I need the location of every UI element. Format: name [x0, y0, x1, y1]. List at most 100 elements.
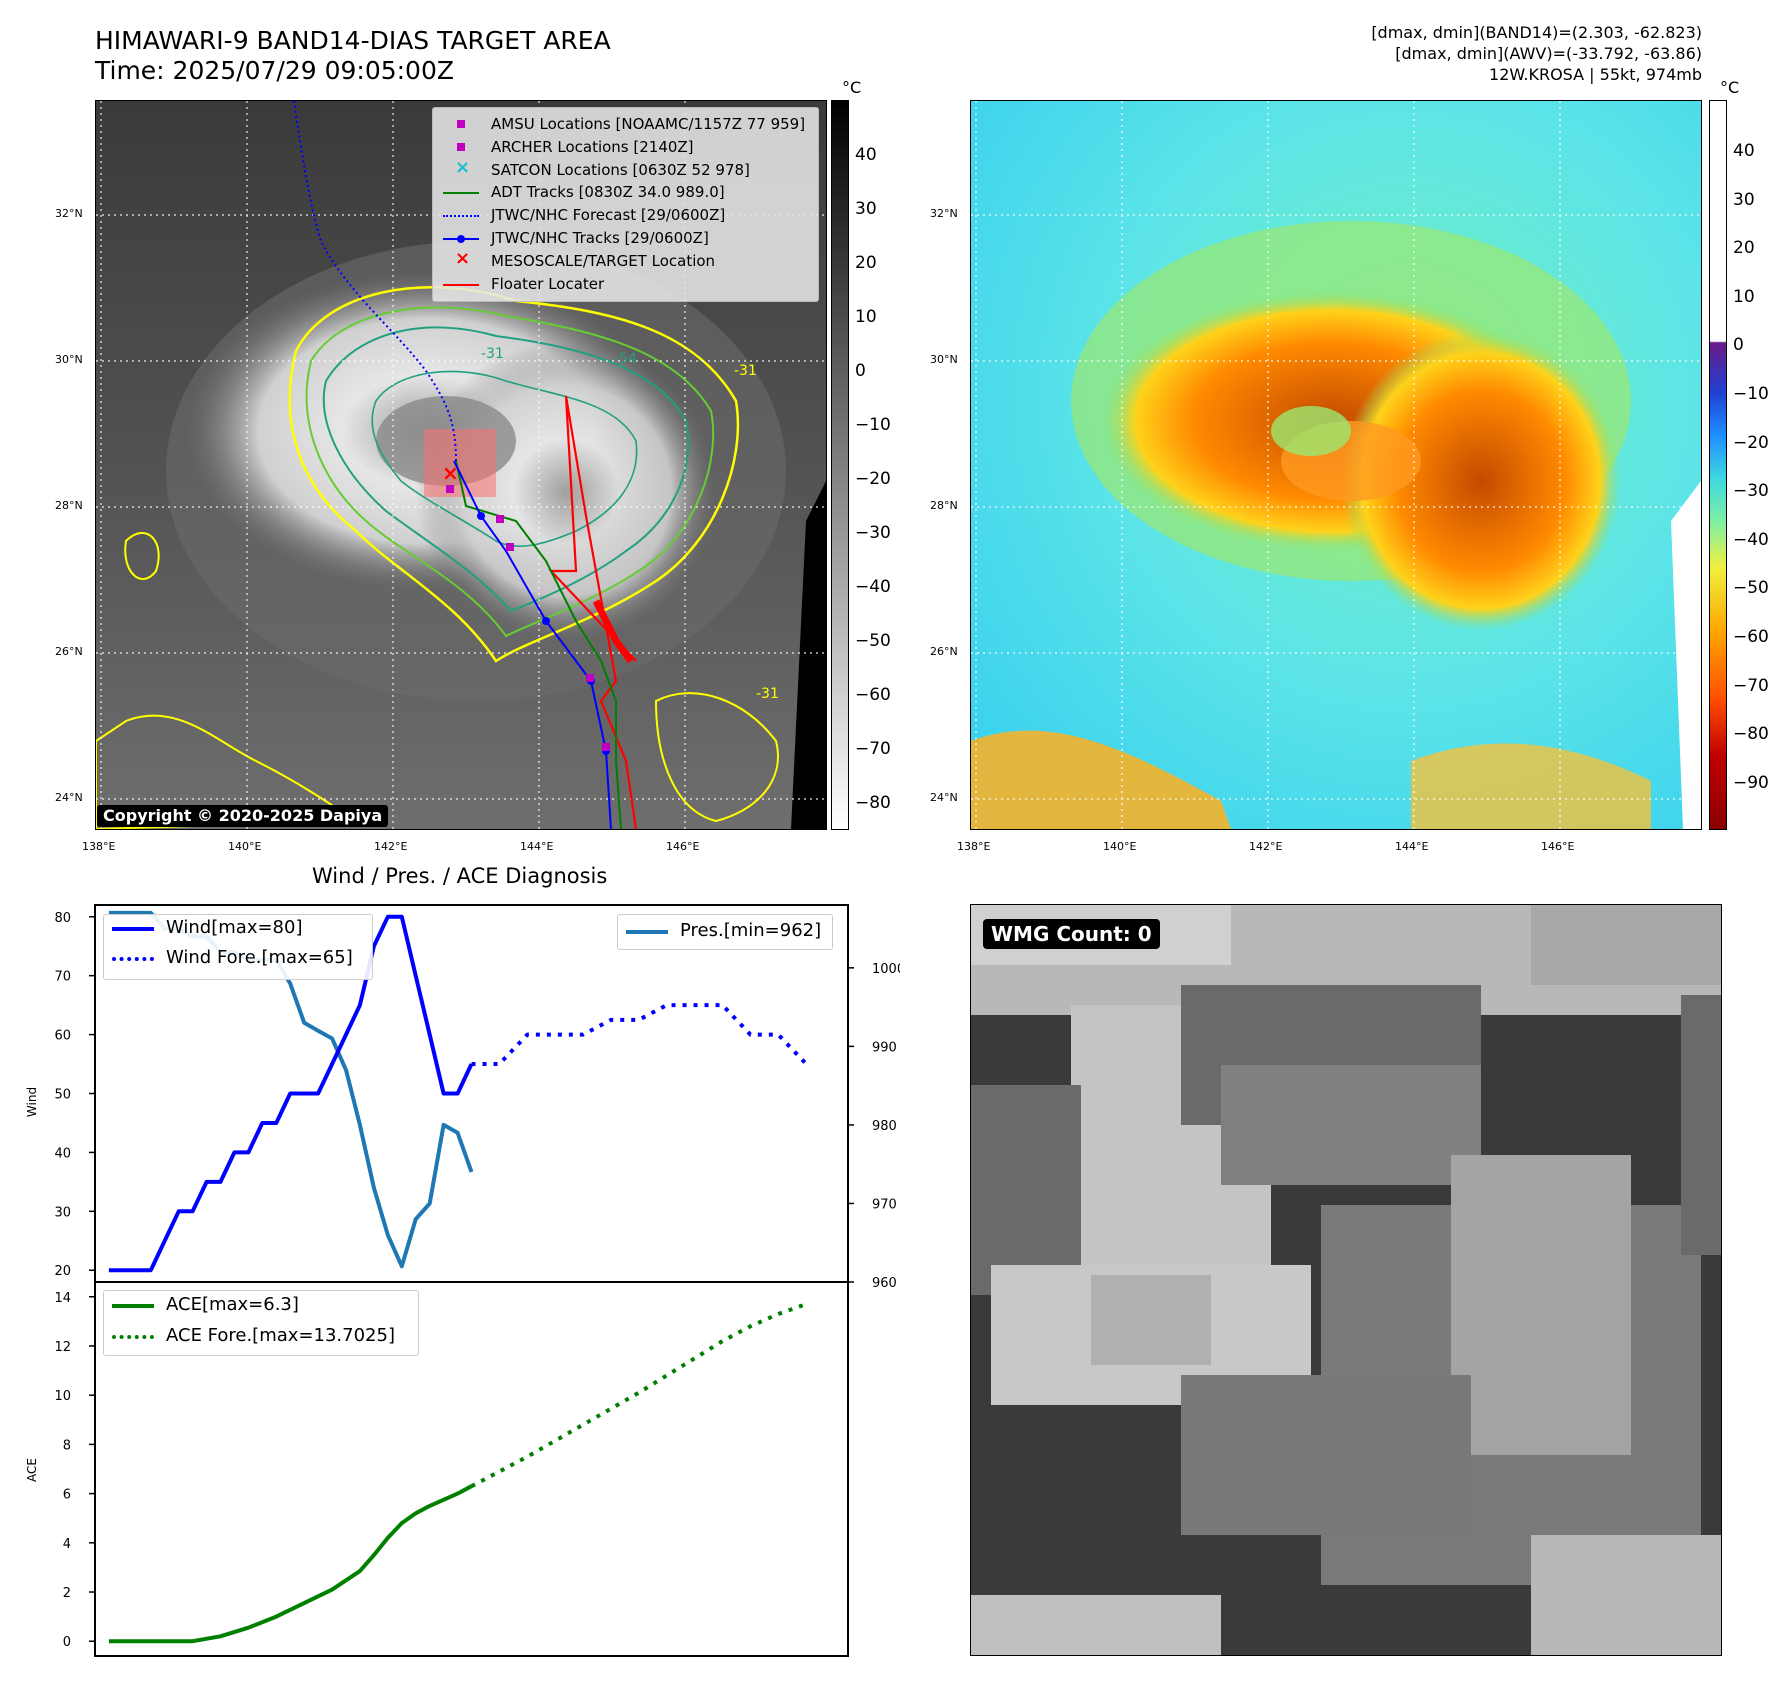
ace-tick-label: 0: [63, 1635, 71, 1650]
ace-legend: ACE[max=6.3] ACE Fore.[max=13.7025]: [103, 1290, 419, 1356]
lon-tick: 140°E: [228, 840, 262, 853]
pressure-tick-label: 960: [872, 1276, 897, 1291]
legend-marker-icon: [441, 115, 481, 135]
pressure-legend: Pres.[min=962]: [617, 914, 833, 950]
stats-line3: 12W.KROSA | 55kt, 974mb: [1489, 65, 1702, 84]
colorbar-tick: −80: [1733, 724, 1769, 745]
colorbar-tick: −20: [1733, 432, 1769, 453]
contour-label: -54: [614, 351, 637, 367]
legend-label: JTWC/NHC Forecast [29/0600Z]: [491, 206, 726, 225]
colorbar-tick: 30: [1733, 189, 1755, 210]
figure-title-line1: HIMAWARI-9 BAND14-DIAS TARGET AREA: [95, 26, 611, 55]
legend-label: ARCHER Locations [2140Z]: [491, 137, 694, 156]
colorbar-tick: 20: [855, 253, 877, 273]
colorbar-tick: 10: [855, 307, 877, 327]
legend-label: ACE Fore.[max=13.7025]: [166, 1325, 395, 1346]
legend-swatch: [112, 1335, 154, 1339]
pressure-tick-label: 970: [872, 1197, 897, 1212]
legend-marker-icon: [441, 183, 481, 203]
legend-swatch: [112, 957, 154, 961]
legend-entry: × SATCON Locations [0630Z 52 978]: [441, 157, 816, 181]
gray-colorbar: [831, 100, 849, 830]
legend-swatch: [626, 930, 668, 934]
contour-label: -31: [481, 346, 504, 362]
map-legend: AMSU Locations [NOAAMC/1157Z 77 959] ARCH…: [432, 107, 819, 302]
wmg-image: [971, 905, 1721, 1655]
ace-tick-label: 8: [63, 1438, 71, 1453]
legend-marker-icon: [441, 138, 481, 158]
stats-line2: [dmax, dmin](AWV)=(-33.792, -63.86): [1395, 44, 1702, 63]
legend-marker-icon: ×: [455, 247, 471, 269]
legend-entry: ADT Tracks [0830Z 34.0 989.0]: [441, 183, 816, 203]
colorbar-tick: −30: [1733, 481, 1769, 502]
lat-tick: 32°N: [55, 207, 83, 220]
lon-tick: 144°E: [520, 840, 554, 853]
ace-tick-label: 12: [54, 1340, 71, 1355]
legend-label: Wind[max=80]: [166, 917, 303, 938]
wind-tick-label: 30: [54, 1205, 71, 1220]
contour-label: -31: [734, 363, 757, 379]
legend-swatch: [112, 1304, 154, 1308]
gray-colorbar-unit: °C: [842, 78, 862, 97]
legend-entry: ARCHER Locations [2140Z]: [441, 138, 816, 158]
legend-entry: Floater Locater: [441, 275, 816, 295]
colorbar-tick: −10: [855, 415, 891, 435]
lat-tick: 26°N: [55, 645, 83, 658]
colorbar-tick: −40: [855, 577, 891, 597]
wind-tick-label: 20: [54, 1264, 71, 1279]
figure-stats: [dmax, dmin](BAND14)=(2.303, -62.823) [d…: [1371, 22, 1702, 85]
legend-marker-icon: [441, 275, 481, 295]
wind-tick-label: 60: [54, 1029, 71, 1044]
colorbar-tick: −50: [855, 631, 891, 651]
lon-tick: 140°E: [1103, 840, 1137, 853]
legend-marker-icon: [441, 229, 481, 249]
lat-tick: 24°N: [930, 791, 958, 804]
lat-tick: 32°N: [930, 207, 958, 220]
lon-tick: 146°E: [666, 840, 700, 853]
lat-tick: 30°N: [930, 353, 958, 366]
colorbar-tick: −30: [855, 523, 891, 543]
wind-series-line: [108, 914, 474, 1273]
legend-label: MESOSCALE/TARGET Location: [491, 251, 716, 270]
ace-tick-label: 6: [63, 1488, 71, 1503]
colorbar-tick: 40: [1733, 141, 1755, 161]
lat-tick: 28°N: [930, 499, 958, 512]
lat-tick: 26°N: [930, 645, 958, 658]
lon-tick: 146°E: [1541, 840, 1575, 853]
lat-tick: 24°N: [55, 791, 83, 804]
colorbar-tick: −90: [1733, 772, 1769, 793]
colorbar-tick: −20: [855, 469, 891, 489]
diagnosis-chart: 8070605040302010009909809709601412108642…: [25, 904, 900, 1657]
wmg-panel: WMG Count: 0: [970, 904, 1722, 1656]
wind-tick-label: 40: [54, 1146, 71, 1161]
legend-label: ACE[max=6.3]: [166, 1294, 299, 1315]
legend-label: JTWC/NHC Tracks [29/0600Z]: [491, 229, 709, 247]
wind-legend: Wind[max=80] Wind Fore.[max=65]: [103, 914, 373, 980]
awv-map-image: [971, 101, 1701, 829]
copyright-badge: Copyright © 2020-2025 Dapiya: [97, 805, 389, 827]
lat-tick: 30°N: [55, 353, 83, 366]
lon-tick: 144°E: [1395, 840, 1429, 853]
colorbar-tick: −60: [1733, 627, 1769, 647]
colorbar-tick: 20: [1733, 238, 1755, 259]
legend-marker-icon: [441, 206, 481, 226]
awv-map: [970, 100, 1702, 830]
pressure-tick-label: 980: [872, 1119, 897, 1134]
figure-title: HIMAWARI-9 BAND14-DIAS TARGET AREA Time:…: [95, 26, 611, 86]
color-colorbar-unit: °C: [1720, 78, 1740, 97]
legend-label: Floater Locater: [491, 274, 605, 293]
legend-entry: JTWC/NHC Forecast [29/0600Z]: [441, 206, 816, 226]
stats-line1: [dmax, dmin](BAND14)=(2.303, -62.823): [1371, 23, 1702, 42]
svg-text:×: ×: [442, 461, 459, 485]
lon-tick: 138°E: [82, 840, 116, 853]
colorbar-tick: −80: [855, 793, 891, 813]
lon-tick: 142°E: [1249, 840, 1283, 853]
wind-tick-label: 70: [54, 970, 71, 985]
colorbar-tick: 10: [1733, 286, 1755, 307]
ace-tick-label: 4: [63, 1537, 71, 1552]
colorbar-tick: −70: [855, 739, 891, 759]
legend-entry: JTWC/NHC Tracks [29/0600Z]: [441, 229, 816, 249]
legend-label: SATCON Locations [0630Z 52 978]: [491, 160, 750, 179]
ace-axis-label: ACE: [25, 1458, 39, 1482]
colorbar-tick: −50: [1733, 578, 1769, 599]
